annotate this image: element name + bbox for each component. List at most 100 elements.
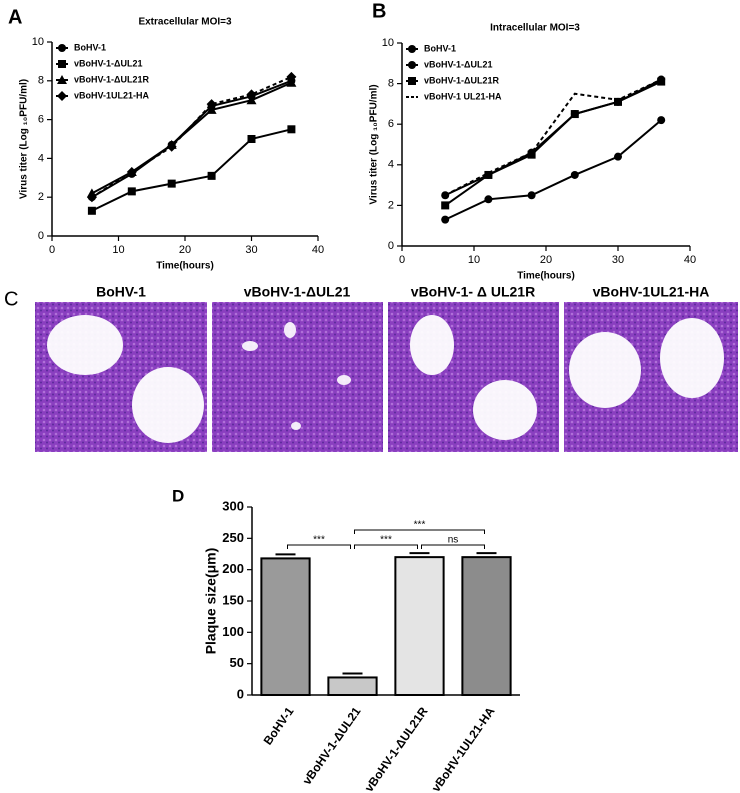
x-axis-label: Time(hours) bbox=[156, 261, 214, 272]
marker bbox=[614, 97, 622, 106]
y-tick-label: 6 bbox=[388, 118, 394, 130]
series-line bbox=[444, 78, 662, 197]
y-tick-label: 8 bbox=[38, 75, 44, 87]
bar bbox=[461, 556, 512, 697]
marker bbox=[206, 99, 217, 110]
marker bbox=[286, 77, 297, 87]
panel-label: C bbox=[4, 288, 18, 310]
y-axis-label: Plaque size(μm) bbox=[203, 548, 219, 655]
marker bbox=[441, 215, 450, 224]
marker bbox=[206, 104, 217, 114]
legend-label: vBoHV-1-ΔUL21 bbox=[424, 59, 492, 69]
x-tick-label: 10 bbox=[468, 254, 480, 266]
plaque bbox=[473, 380, 537, 440]
marker bbox=[570, 170, 579, 179]
plaque bbox=[47, 315, 123, 375]
panel-label: A bbox=[8, 6, 22, 28]
marker bbox=[408, 61, 416, 69]
plaque bbox=[660, 318, 724, 398]
y-tick-label: 50 bbox=[230, 655, 244, 670]
marker bbox=[286, 71, 297, 82]
marker bbox=[247, 135, 256, 143]
y-tick-label: 0 bbox=[38, 230, 44, 242]
y-tick-label: 300 bbox=[222, 498, 244, 513]
x-tick-label: 20 bbox=[179, 244, 191, 256]
image-label: vBoHV-1- Δ UL21R bbox=[411, 284, 535, 300]
panel-label: B bbox=[372, 0, 386, 22]
marker bbox=[58, 44, 66, 52]
y-tick-label: 4 bbox=[388, 159, 394, 171]
marker bbox=[207, 171, 216, 180]
marker bbox=[57, 91, 67, 101]
x-axis-label: Time(hours) bbox=[517, 271, 575, 282]
marker bbox=[87, 206, 96, 215]
plaque bbox=[337, 375, 351, 385]
x-tick-label: 30 bbox=[245, 244, 257, 256]
x-tick-label: 20 bbox=[540, 254, 552, 266]
significance-label: *** bbox=[414, 520, 426, 531]
panel-label: D bbox=[172, 486, 184, 505]
legend-label: vBoHV-1 UL21-HA bbox=[424, 91, 502, 101]
series-line bbox=[91, 81, 292, 195]
significance-bracket bbox=[354, 529, 485, 534]
significance-label: ns bbox=[448, 535, 459, 546]
y-tick-label: 200 bbox=[222, 561, 244, 576]
marker bbox=[167, 179, 176, 188]
legend-label: BoHV-1 bbox=[424, 43, 456, 53]
marker bbox=[58, 60, 66, 68]
x-tick-label: 30 bbox=[612, 254, 624, 266]
bar bbox=[260, 557, 311, 696]
x-tick-label: vBoHV-1UL21-HA bbox=[429, 704, 498, 793]
marker bbox=[657, 116, 666, 125]
series-line bbox=[91, 79, 292, 199]
marker bbox=[527, 150, 536, 159]
y-tick-label: 250 bbox=[222, 530, 244, 545]
y-tick-label: 10 bbox=[32, 36, 44, 48]
marker bbox=[484, 170, 493, 179]
series-line bbox=[444, 80, 662, 207]
micrograph bbox=[388, 302, 559, 452]
image-label: vBoHV-1-ΔUL21 bbox=[244, 284, 351, 300]
marker bbox=[570, 110, 579, 119]
y-tick-label: 2 bbox=[388, 199, 394, 211]
y-tick-label: 4 bbox=[38, 152, 44, 164]
series-line bbox=[444, 119, 662, 221]
plaque bbox=[284, 322, 296, 338]
significance-bracket bbox=[421, 544, 485, 549]
x-tick-label: vBoHV-1-ΔUL21R bbox=[362, 704, 431, 793]
y-tick-label: 0 bbox=[237, 686, 244, 701]
panel-c-images bbox=[35, 302, 738, 452]
chart-title: Extracellular MOI=3 bbox=[138, 17, 232, 28]
plaque bbox=[569, 332, 641, 408]
y-tick-label: 2 bbox=[38, 191, 44, 203]
legend-label: vBoHV-1UL21-HA bbox=[74, 90, 150, 100]
significance-label: *** bbox=[380, 535, 392, 546]
significance-bracket bbox=[287, 544, 351, 549]
y-tick-label: 10 bbox=[382, 37, 394, 49]
marker bbox=[86, 192, 97, 203]
marker bbox=[614, 152, 622, 161]
marker bbox=[246, 95, 257, 105]
legend-label: vBoHV-1-ΔUL21R bbox=[74, 74, 149, 84]
marker bbox=[527, 191, 536, 200]
marker bbox=[166, 141, 177, 152]
x-tick-label: 0 bbox=[49, 244, 55, 256]
y-tick-label: 150 bbox=[222, 592, 244, 607]
image-label: vBoHV-1UL21-HA bbox=[593, 284, 710, 300]
marker bbox=[246, 89, 257, 100]
y-tick-label: 8 bbox=[388, 78, 394, 90]
x-tick-label: vBoHV-1-ΔUL21 bbox=[300, 704, 364, 787]
marker bbox=[127, 187, 136, 196]
significance-label: *** bbox=[313, 535, 325, 546]
legend-label: vBoHV-1-ΔUL21R bbox=[424, 75, 499, 85]
image-label: BoHV-1 bbox=[96, 284, 146, 300]
significance-bracket bbox=[354, 544, 418, 549]
x-tick-label: 0 bbox=[399, 254, 405, 266]
chart-title: Intracellular MOI=3 bbox=[490, 23, 580, 34]
x-tick-label: 10 bbox=[112, 244, 124, 256]
y-tick-label: 0 bbox=[388, 240, 394, 252]
y-axis-label: Virus titer (Log ₁₀PFU/ml) bbox=[19, 79, 30, 199]
series-line bbox=[91, 128, 292, 212]
x-tick-label: 40 bbox=[684, 254, 696, 266]
